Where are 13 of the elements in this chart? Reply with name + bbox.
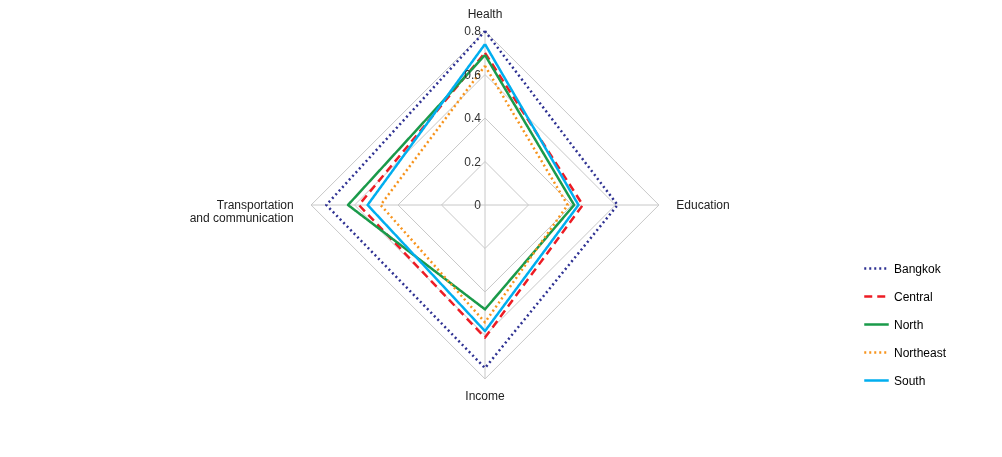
legend-label: Central [894,289,933,304]
y-tick-label: 0 [474,198,482,212]
legend-label: Northeast [894,345,947,360]
spoke-label: Education [676,198,730,212]
y-tick-label: 0.2 [464,154,482,169]
spoke-label: Transportation and communication [189,198,294,225]
y-tick-label: 0.8 [464,24,482,39]
y-tick-label: 0.4 [464,111,482,126]
spoke-label: Health [467,6,503,21]
legend-label: Bangkok [894,261,942,276]
spoke-label: Income [465,389,505,404]
legend-label: South [894,373,926,388]
legend-label: North [894,317,924,332]
